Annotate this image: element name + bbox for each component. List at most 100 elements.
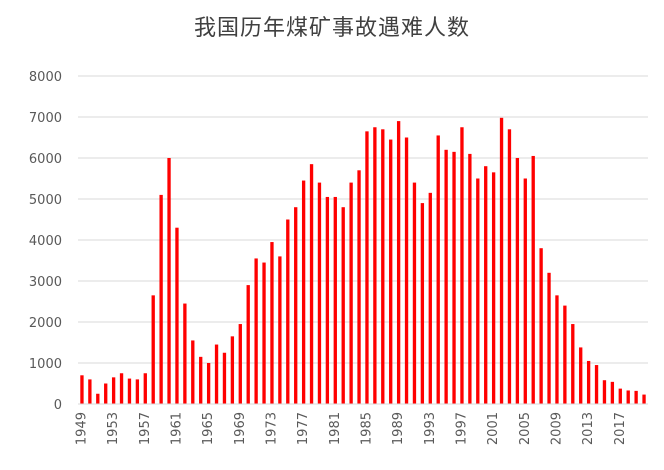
bar-1984	[357, 170, 361, 404]
y-tick-label: 4000	[29, 234, 62, 249]
bar-1990	[404, 137, 409, 404]
bar-2006	[531, 155, 535, 404]
bar-1969	[238, 324, 242, 404]
bar-2014	[594, 365, 599, 404]
bar-1980	[325, 196, 330, 404]
x-tick-label: 1977	[296, 412, 311, 445]
bar-1949	[80, 375, 84, 404]
bar-2010	[563, 305, 567, 404]
bar-1953	[111, 377, 116, 404]
bar-2011	[571, 324, 575, 404]
bar-1995	[444, 149, 448, 404]
y-tick-label: 0	[54, 398, 62, 413]
bar-1964	[199, 356, 203, 404]
bar-1975	[286, 219, 290, 404]
y-tick-label: 6000	[29, 152, 62, 167]
bar-2016	[610, 381, 615, 404]
y-axis-ticks: 0 1000 2000 3000 4000 5000 6000 7000 8000	[29, 70, 62, 413]
bar-2019	[634, 390, 638, 404]
bar-1958	[151, 295, 155, 404]
bar-1963	[191, 340, 195, 404]
bar-1959	[159, 194, 163, 404]
bar-1973	[270, 242, 274, 404]
bar-1979	[317, 182, 322, 404]
bar-1981	[333, 196, 337, 404]
y-tick-label: 5000	[29, 193, 62, 208]
bar-2015	[602, 380, 607, 404]
bar-1961	[175, 227, 179, 404]
bar-1972	[262, 262, 266, 404]
x-tick-label: 2013	[581, 412, 596, 445]
x-tick-label: 1953	[106, 412, 121, 445]
gridlines	[78, 75, 648, 364]
x-tick-label: 1993	[423, 412, 438, 445]
bar-2001	[491, 172, 496, 404]
x-tick-label: 1965	[201, 412, 216, 445]
bar-1957	[143, 373, 147, 404]
bar-1968	[230, 336, 235, 404]
bar-2020	[642, 394, 646, 404]
bar-2018	[626, 390, 630, 404]
bar-1998	[468, 153, 472, 404]
y-tick-label: 3000	[29, 275, 62, 290]
y-tick-label: 7000	[29, 111, 62, 126]
x-tick-label: 1969	[233, 412, 248, 445]
x-tick-label: 1961	[169, 412, 184, 445]
bar-1987	[381, 129, 385, 405]
bar-1956	[135, 379, 140, 404]
x-tick-label: 2005	[518, 412, 533, 445]
bar-1997	[460, 127, 464, 404]
bar-1983	[349, 182, 353, 404]
y-tick-label: 8000	[29, 70, 62, 85]
bar-2012	[579, 347, 583, 404]
bar-1999	[476, 178, 480, 404]
bar-1965	[206, 363, 211, 404]
bars	[80, 117, 646, 405]
x-tick-label: 2001	[486, 412, 501, 445]
bar-1978	[309, 164, 314, 404]
bar-2004	[515, 158, 520, 404]
bar-1967	[222, 352, 227, 404]
bar-2000	[484, 166, 488, 404]
bar-2013	[586, 360, 591, 404]
x-tick-label: 1985	[359, 412, 374, 445]
x-tick-label: 1973	[264, 412, 279, 445]
bar-2007	[539, 248, 543, 404]
y-tick-label: 2000	[29, 316, 62, 331]
bar-1994	[436, 135, 440, 404]
bar-1966	[214, 344, 219, 404]
bar-1989	[396, 121, 401, 404]
bar-1952	[104, 383, 108, 404]
bar-1976	[294, 207, 298, 404]
bar-1955	[127, 378, 132, 404]
bar-1993	[428, 192, 432, 404]
bar-1954	[119, 373, 124, 404]
bar-2002	[499, 117, 504, 404]
x-tick-label: 1981	[328, 412, 343, 445]
bar-1991	[412, 182, 417, 404]
bar-1971	[254, 258, 258, 404]
bar-1992	[420, 203, 425, 404]
x-tick-label: 1949	[74, 412, 89, 445]
bar-2005	[523, 178, 527, 404]
bar-1982	[341, 207, 345, 404]
bar-1960	[167, 158, 171, 404]
bar-1951	[96, 393, 100, 404]
x-tick-label: 1989	[391, 412, 406, 445]
bar-2003	[507, 129, 512, 405]
bar-1985	[365, 131, 369, 404]
y-tick-label: 1000	[29, 357, 62, 372]
bar-1962	[183, 303, 187, 404]
x-tick-label: 2009	[549, 412, 564, 445]
bar-1970	[246, 285, 250, 404]
x-tick-label: 1997	[454, 412, 469, 445]
bar-1988	[389, 139, 393, 405]
bar-2017	[618, 388, 622, 404]
bar-2009	[555, 295, 559, 404]
x-axis-ticks: 1949 1953 1957 1961 1965 1969 1973 1977 1981 1985…	[74, 412, 627, 445]
bar-1950	[88, 379, 92, 404]
bar-1974	[278, 256, 282, 404]
chart-title: 我国历年煤矿事故遇难人数	[193, 16, 470, 41]
x-tick-label: 2017	[613, 412, 628, 445]
